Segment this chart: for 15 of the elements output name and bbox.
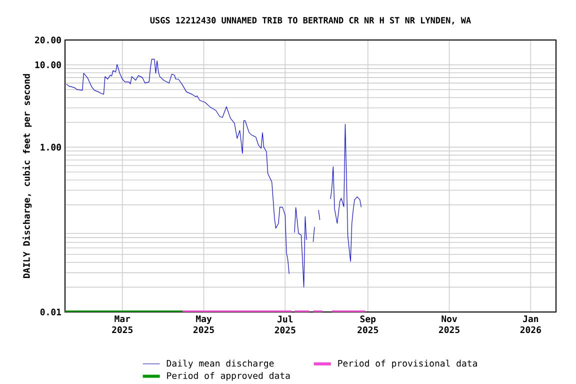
x-tick-label: May 2025 — [193, 315, 214, 333]
x-tick-label: Jul 2025 — [274, 315, 296, 334]
y-tick-label: 1.00 — [40, 144, 61, 150]
x-tick-label: Mar 2025 — [112, 315, 133, 333]
x-tick-label: Nov 2025 — [438, 315, 460, 333]
x-tick-label: Jan 2026 — [520, 315, 541, 333]
legend-label: Daily mean discharge — [166, 360, 274, 368]
chart-title: USGS 12212430 UNNAMED TRIB TO BERTRAND CR NR H ST NR LYNDEN, WA — [150, 16, 471, 24]
legend-label: Period of provisional data — [338, 360, 477, 368]
y-tick-label: 20.00 — [34, 36, 61, 44]
y-tick-label: 0.01 — [40, 308, 62, 316]
y-tick-label: 10.00 — [35, 61, 61, 68]
x-tick-label: Sep 2025 — [358, 315, 378, 334]
legend-label: Period of approved data — [167, 372, 290, 381]
y-axis-title: DAILY Discharge, cubic feet per second — [22, 74, 32, 278]
